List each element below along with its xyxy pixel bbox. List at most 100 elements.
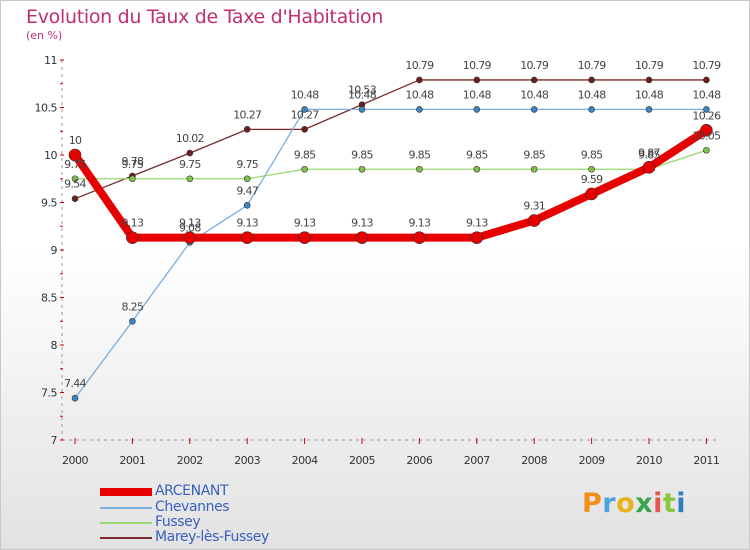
- data-point-chevannes: [588, 106, 595, 113]
- logo-letter: P: [582, 488, 603, 519]
- legend-swatch-arcenant: [100, 488, 152, 496]
- data-point-fussey: [703, 146, 710, 154]
- data-label-chevannes: 10.48: [692, 88, 721, 101]
- data-point-marey-l-s-fussey: [243, 126, 251, 133]
- x-tick-label: 2003: [234, 454, 260, 467]
- data-point-marey-l-s-fussey: [416, 76, 423, 84]
- chart-axes: 7 7.5 8 8.5 9 9.5 10 10.5 11 2000 2001 2002 2003 2004…: [35, 54, 720, 467]
- data-label-fussey: 9.85: [294, 148, 316, 161]
- data-label-chevannes: 10.48: [348, 88, 377, 101]
- data-point-fussey: [588, 165, 595, 173]
- data-label-marey-l-s-fussey: 9.54: [64, 178, 86, 191]
- data-label-arcenant: 9.13: [294, 217, 316, 230]
- logo-letter: i: [653, 488, 663, 519]
- data-label-fussey: 9.75: [64, 158, 86, 171]
- data-label-marey-l-s-fussey: 10.27: [233, 108, 262, 121]
- data-point-fussey: [530, 165, 538, 173]
- data-point-marey-l-s-fussey: [530, 76, 538, 84]
- data-label-arcenant: 9.13: [179, 217, 201, 230]
- data-label-chevannes: 9.08: [179, 221, 201, 234]
- legend-swatch-fussey: [100, 522, 152, 524]
- series-line-marey-l-s-fussey: [74, 79, 707, 200]
- data-point-fussey: [129, 175, 136, 183]
- data-label-chevannes: 10.48: [578, 88, 607, 101]
- data-point-fussey: [358, 165, 366, 173]
- y-tick-label: 9: [51, 244, 58, 257]
- legend-label: Marey-lès-Fussey: [155, 529, 269, 545]
- data-point-arcenant: [68, 148, 82, 162]
- x-tick-label: 2011: [693, 454, 719, 467]
- chart-data-labels: 9.54 9.78 10.02 10.27 10.27 10.53 10.79 10.79 10…: [64, 59, 722, 390]
- y-tick-label: 10: [44, 149, 57, 162]
- x-tick-label: 2005: [349, 454, 375, 467]
- legend-item-arcenant: ARCENANT: [100, 483, 360, 500]
- data-point-arcenant: [183, 231, 197, 244]
- data-point-marey-l-s-fussey: [301, 126, 308, 133]
- legend-item-chevannes: Chevannes: [100, 499, 360, 516]
- series-line-fussey: [75, 149, 707, 180]
- data-point-marey-l-s-fussey: [473, 76, 481, 84]
- legend-item-fussey: Fussey: [100, 514, 360, 531]
- data-label-fussey: 9.75: [122, 158, 144, 171]
- series-line-chevannes: [74, 108, 707, 399]
- x-tick-label: 2010: [636, 454, 662, 467]
- data-point-chevannes: [416, 106, 423, 113]
- x-tick-label: 2002: [177, 454, 203, 467]
- legend-swatch-chevannes: [100, 507, 152, 509]
- data-label-marey-l-s-fussey: 10.79: [692, 59, 721, 72]
- data-point-chevannes: [473, 106, 481, 113]
- data-label-fussey: 9.85: [523, 148, 545, 161]
- data-point-arcenant: [413, 231, 426, 244]
- data-point-chevannes: [358, 106, 366, 113]
- y-tick-label: 7.5: [41, 387, 57, 400]
- legend-label: ARCENANT: [155, 483, 229, 499]
- data-label-marey-l-s-fussey: 10.27: [291, 108, 320, 121]
- data-label-chevannes: 9.47: [236, 184, 258, 197]
- logo-letter: i: [676, 488, 687, 519]
- data-label-arcenant: 9.13: [236, 217, 258, 230]
- data-point-chevannes: [530, 106, 538, 113]
- data-label-chevannes: 10.48: [463, 88, 492, 101]
- data-label-chevannes: 10.48: [635, 88, 664, 101]
- data-label-chevannes: 7.44: [64, 377, 86, 390]
- data-point-chevannes: [71, 394, 79, 402]
- x-tick-label: 2007: [464, 454, 490, 467]
- y-tick-label: 8.5: [41, 292, 57, 305]
- data-label-fussey: 9.85: [409, 148, 431, 161]
- data-point-marey-l-s-fussey: [588, 76, 595, 84]
- logo-letter: x: [635, 488, 654, 519]
- chart-subtitle: (en %): [26, 29, 63, 42]
- logo-letter: r: [602, 488, 617, 519]
- logo-letter: o: [616, 488, 636, 519]
- data-point-chevannes: [703, 106, 710, 113]
- data-label-arcenant: 9.59: [581, 173, 603, 186]
- data-label-arcenant: 9.13: [351, 217, 373, 230]
- data-label-chevannes: 10.48: [291, 88, 320, 101]
- series-line-arcenant: [71, 126, 709, 242]
- chart-series: [68, 76, 713, 402]
- data-label-marey-l-s-fussey: 10.53: [348, 84, 377, 97]
- data-point-fussey: [186, 175, 194, 183]
- data-point-fussey: [301, 165, 308, 173]
- data-label-fussey: 9.75: [179, 158, 201, 171]
- data-label-arcenant: 9.31: [523, 200, 545, 213]
- data-point-arcenant: [642, 161, 656, 174]
- data-point-fussey: [243, 175, 251, 183]
- data-point-chevannes: [243, 202, 251, 209]
- proxiti-logo: Proxiti: [582, 488, 686, 519]
- legend-swatch-marey: [100, 537, 152, 539]
- data-label-marey-l-s-fussey: 10.79: [463, 59, 492, 72]
- data-point-chevannes: [129, 317, 136, 325]
- data-label-fussey: 10.05: [692, 129, 721, 142]
- data-label-arcenant: 9.13: [122, 217, 144, 230]
- data-point-arcenant: [470, 231, 484, 244]
- data-label-fussey: 9.85: [638, 148, 660, 161]
- data-label-arcenant: 9.87: [638, 146, 660, 159]
- y-tick-label: 7: [51, 434, 58, 447]
- data-point-arcenant: [700, 124, 713, 137]
- data-label-arcenant: 10.26: [692, 109, 721, 122]
- data-label-marey-l-s-fussey: 10.79: [578, 59, 607, 72]
- data-point-arcenant: [527, 214, 541, 227]
- legend-item-marey: Marey-lès-Fussey: [100, 529, 360, 546]
